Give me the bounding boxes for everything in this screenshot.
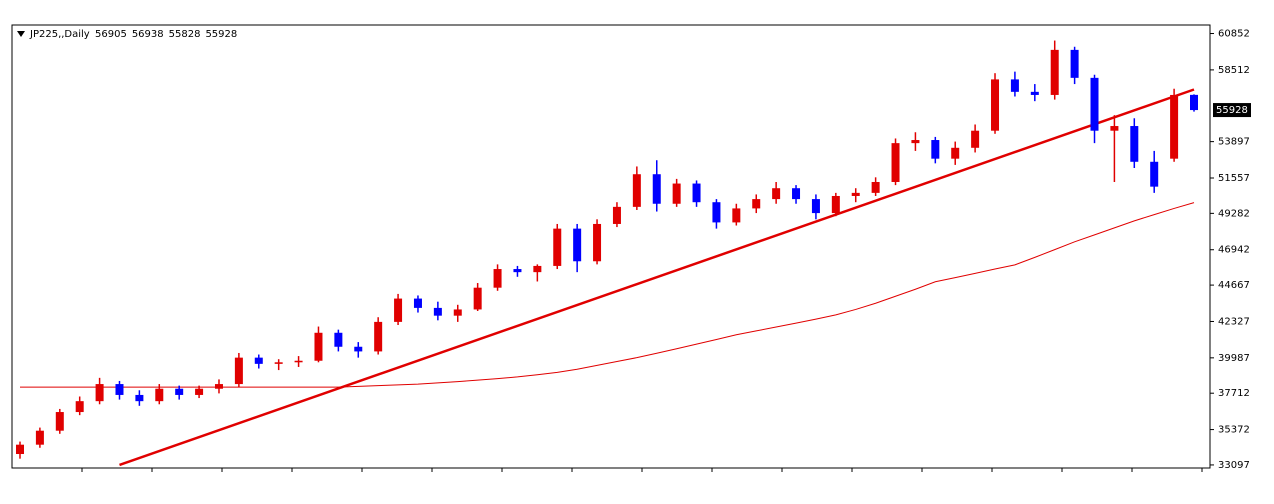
- candle-body: [453, 309, 462, 316]
- candle-body: [951, 147, 960, 159]
- candle-body: [35, 430, 44, 445]
- header-prices: 56905 56938 55828 55928: [95, 29, 237, 40]
- y-tick-label: 53897: [1218, 137, 1250, 148]
- candle-body: [573, 228, 582, 262]
- candle-body: [891, 143, 900, 182]
- candle-body: [931, 140, 940, 159]
- y-tick-label: 44667: [1218, 280, 1250, 291]
- candle-body: [851, 192, 860, 196]
- candle-body: [632, 174, 641, 207]
- candle-body: [1130, 126, 1139, 162]
- candle-body: [334, 332, 343, 347]
- candle-body: [1110, 126, 1119, 131]
- candle-body: [911, 140, 920, 144]
- header-arrow: [17, 31, 25, 37]
- y-tick-label: 49282: [1218, 208, 1250, 219]
- candle-body: [1170, 94, 1179, 159]
- candle-body: [971, 130, 980, 148]
- candle-body: [792, 188, 801, 200]
- candle-body: [672, 183, 681, 204]
- candle-body: [274, 362, 283, 364]
- candle-body: [413, 298, 422, 308]
- candle-body: [473, 287, 482, 310]
- candle-body: [175, 388, 184, 395]
- candle-body: [254, 357, 263, 364]
- candle-body: [593, 223, 602, 262]
- candle-body: [135, 394, 144, 402]
- trendline: [119, 88, 1195, 467]
- candle-body: [612, 206, 621, 224]
- header-price: 56905: [95, 29, 127, 40]
- y-tick-label: 51557: [1218, 173, 1250, 184]
- y-tick-label: 42327: [1218, 316, 1250, 327]
- candle-body: [195, 388, 204, 395]
- candle-body: [772, 188, 781, 200]
- candle-body: [1150, 161, 1159, 187]
- candle-body: [75, 401, 84, 413]
- candle-body: [1070, 49, 1079, 78]
- candle-body: [533, 265, 542, 273]
- candle-body: [394, 298, 403, 322]
- candle-body: [1050, 49, 1059, 95]
- candle-body: [493, 269, 502, 288]
- y-tick-label: 35372: [1218, 425, 1250, 436]
- candle-body: [95, 384, 104, 402]
- candle-body: [1090, 77, 1099, 131]
- candle-body: [652, 174, 661, 204]
- candle-body: [294, 360, 303, 363]
- candle-body: [553, 228, 562, 266]
- candle-body: [115, 384, 124, 395]
- candle-body: [1030, 91, 1039, 95]
- candle-body: [234, 357, 243, 385]
- candle-body: [55, 412, 64, 431]
- candle-body: [712, 202, 721, 223]
- candle-body: [991, 79, 1000, 131]
- plot-frame: [11, 24, 1211, 469]
- candle-body: [374, 321, 383, 352]
- candle-body: [732, 208, 741, 223]
- candle-body: [214, 384, 223, 389]
- header-price: 56938: [132, 29, 164, 40]
- candle-body: [871, 181, 880, 193]
- candle-body: [155, 388, 164, 402]
- y-tick-label: 33097: [1218, 460, 1250, 471]
- y-tick-label: 37712: [1218, 388, 1250, 399]
- header-price: 55828: [169, 29, 201, 40]
- header-symbol: JP225,,Daily: [29, 29, 90, 40]
- candle-body: [1010, 79, 1019, 92]
- candle-body: [752, 199, 761, 209]
- candle-body: [16, 444, 24, 455]
- price-label-bg: [1213, 103, 1251, 118]
- candle-body: [433, 307, 442, 316]
- candle-body: [354, 346, 363, 352]
- price-label: 55928: [1216, 105, 1248, 116]
- candle-body: [314, 332, 323, 361]
- y-tick-label: 58512: [1218, 65, 1250, 76]
- y-tick-label: 39987: [1218, 353, 1250, 364]
- plot: [16, 40, 1198, 467]
- header-price: 55928: [205, 29, 237, 40]
- candle-body: [831, 195, 840, 214]
- candle-body: [692, 183, 701, 203]
- y-tick-label: 60852: [1218, 29, 1250, 40]
- candle-body: [1190, 94, 1198, 111]
- y-tick-label: 46942: [1218, 245, 1250, 256]
- candle-body: [513, 269, 522, 273]
- candle-body: [811, 199, 820, 214]
